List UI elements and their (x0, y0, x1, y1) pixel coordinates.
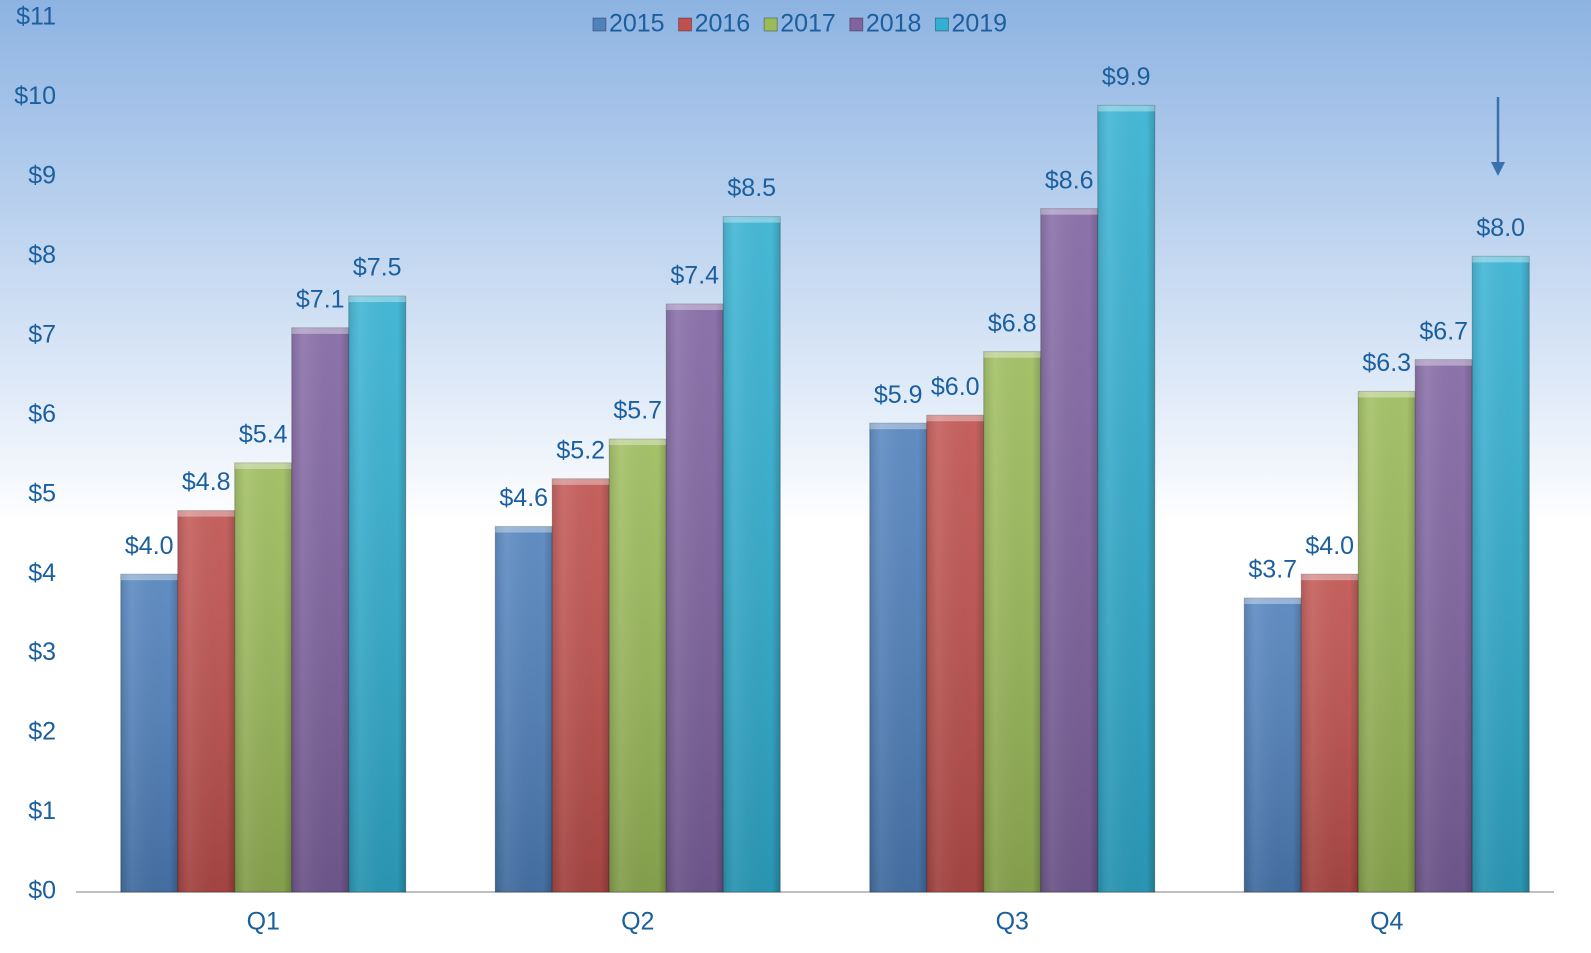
bar (551, 478, 610, 893)
data-label: $6.7 (1419, 317, 1468, 345)
y-tick-label: $5 (28, 479, 56, 507)
legend: 2015 2016 2017 2018 2019 (592, 10, 1007, 38)
bar (177, 510, 236, 893)
legend-label: 2015 (609, 10, 665, 38)
bar-cap (1415, 359, 1473, 366)
y-tick-label: $1 (28, 797, 56, 825)
bar (1471, 255, 1530, 893)
bar-cap (666, 304, 724, 311)
legend-swatch (592, 17, 607, 32)
bar (1300, 573, 1359, 893)
bar-cap (869, 423, 927, 430)
bar (348, 295, 407, 893)
x-tick-label: Q3 (996, 908, 1029, 936)
bar-cap (348, 296, 406, 303)
legend-swatch (934, 17, 949, 32)
data-label: $8.0 (1476, 214, 1525, 242)
y-tick-label: $2 (28, 718, 56, 746)
bar-cap (926, 415, 984, 422)
y-tick-label: $4 (28, 559, 56, 587)
data-label: $9.9 (1102, 63, 1151, 91)
bar-cap (723, 216, 781, 223)
bar-cap (234, 462, 292, 469)
data-label: $3.7 (1248, 556, 1297, 584)
bar (120, 573, 179, 893)
annotation-arrow (1491, 97, 1505, 176)
data-label: $5.9 (874, 381, 923, 409)
bar-cap (1040, 208, 1098, 215)
bar-cap (291, 327, 349, 334)
x-tick-label: Q1 (247, 908, 280, 936)
y-tick-label: $6 (28, 400, 56, 428)
bar-cap (1358, 391, 1416, 398)
y-tick-label: $8 (28, 241, 56, 269)
bar (494, 526, 553, 893)
data-label: $5.4 (239, 421, 288, 449)
data-label: $5.7 (613, 397, 662, 425)
data-label: $6.8 (988, 309, 1037, 337)
legend-label: 2017 (780, 10, 836, 38)
bar-cap (552, 478, 610, 485)
legend-swatch (849, 17, 864, 32)
legend-label: 2019 (951, 10, 1007, 38)
bar (1357, 390, 1416, 893)
bar (1414, 359, 1473, 893)
data-label: $6.3 (1362, 349, 1411, 377)
data-label: $5.2 (556, 436, 605, 464)
bar-cap (177, 510, 235, 517)
bar (926, 414, 985, 893)
data-label: $6.0 (931, 373, 980, 401)
legend-label: 2018 (866, 10, 922, 38)
legend-swatch (678, 17, 693, 32)
data-label: $4.6 (499, 484, 548, 512)
bar-cap (609, 439, 667, 446)
data-label: $8.5 (727, 174, 776, 202)
data-label: $4.0 (1305, 532, 1354, 560)
bar-cap (983, 351, 1041, 358)
bar (983, 351, 1042, 893)
bar-cap (1244, 598, 1302, 605)
x-tick-label: Q4 (1370, 908, 1403, 936)
bar-cap (1301, 574, 1359, 581)
bar-cap (1472, 256, 1530, 263)
data-label: $4.0 (125, 532, 174, 560)
y-tick-label: $3 (28, 638, 56, 666)
bar (234, 462, 293, 893)
y-tick-label: $7 (28, 320, 56, 348)
bar-cap (120, 574, 178, 581)
x-tick-label: Q2 (621, 908, 654, 936)
data-label: $7.4 (670, 262, 719, 290)
legend-label: 2016 (695, 10, 751, 38)
y-tick-label: $10 (14, 82, 56, 110)
data-label: $7.1 (296, 285, 345, 313)
bar (608, 438, 667, 893)
bar (722, 216, 781, 893)
bar (869, 422, 928, 893)
bar (291, 327, 350, 893)
data-label: $4.8 (182, 468, 231, 496)
bar-cap (495, 526, 553, 533)
y-tick-label: $9 (28, 162, 56, 190)
bar (1040, 208, 1099, 893)
legend-swatch (763, 17, 778, 32)
data-label: $7.5 (353, 254, 402, 282)
data-label: $8.6 (1045, 166, 1094, 194)
bar-cap (1097, 105, 1155, 112)
y-tick-label: $11 (16, 3, 56, 31)
bar (1243, 597, 1302, 893)
y-tick-label: $0 (28, 877, 56, 905)
bar (665, 303, 724, 893)
bar (1097, 104, 1156, 893)
